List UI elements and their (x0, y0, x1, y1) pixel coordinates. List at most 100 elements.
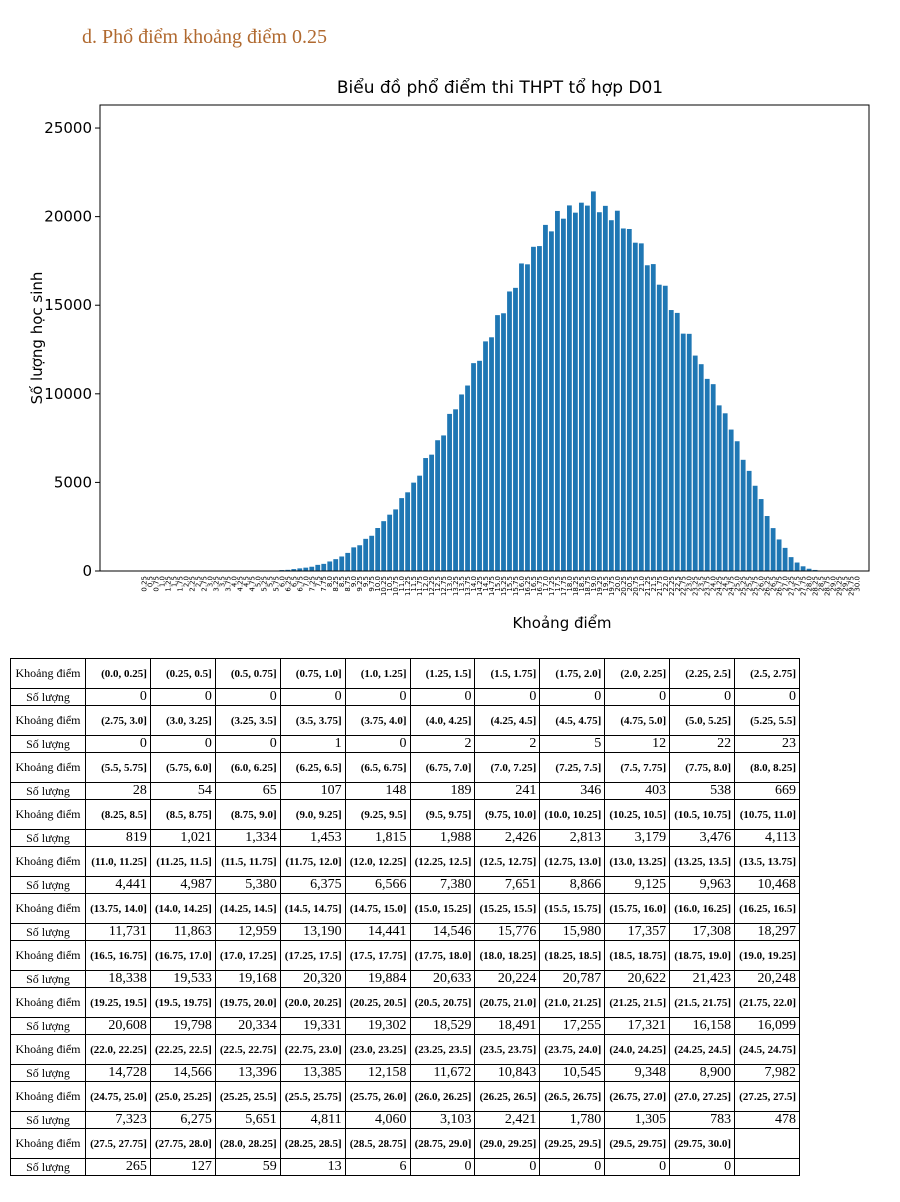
bar (357, 545, 363, 571)
count-cell: 783 (669, 1111, 736, 1129)
interval-cell: (12.75, 13.0] (539, 846, 606, 877)
bar (800, 566, 806, 571)
interval-cell: (27.25, 27.5] (734, 1081, 800, 1112)
interval-cell: (10.5, 10.75] (669, 799, 736, 830)
x-tick-label: 19.5 (602, 576, 610, 592)
x-tick-label: 17.25 (548, 576, 556, 596)
x-tick-label: 21.25 (644, 576, 652, 596)
interval-cell: (24.0, 24.25] (604, 1034, 671, 1065)
count-cell: 6 (344, 1158, 411, 1176)
plot-frame (99, 104, 870, 572)
x-tick-label: 17.75 (560, 576, 568, 596)
interval-cell: (22.25, 22.5] (149, 1034, 216, 1065)
row-header: Khoảng điểm (10, 799, 86, 830)
x-tick-label: 5.0 (254, 576, 262, 587)
bar (447, 413, 452, 571)
count-cell: 0 (604, 688, 671, 706)
row-header: Khoảng điểm (10, 1081, 86, 1112)
x-tick-label: 8.75 (344, 576, 352, 592)
count-cell: 2 (409, 735, 476, 753)
bar (596, 212, 602, 571)
interval-cell: (10.75, 11.0] (734, 799, 800, 830)
bar (351, 547, 357, 571)
count-cell: 1,334 (214, 829, 281, 847)
bar (698, 364, 704, 571)
x-tick-label: 25.0 (734, 576, 742, 592)
interval-cell: (23.5, 23.75] (474, 1034, 541, 1065)
count-cell: 2,421 (474, 1111, 541, 1129)
interval-cell: (5.0, 5.25] (669, 705, 736, 736)
x-tick-label: 21.5 (650, 576, 658, 592)
count-cell: 17,357 (604, 923, 671, 941)
x-tick-label: 7.0 (302, 576, 310, 587)
interval-cell: (14.0, 14.25] (149, 893, 216, 924)
interval-cell: (14.5, 14.75] (279, 893, 346, 924)
interval-cell: (9.5, 9.75] (409, 799, 476, 830)
x-tick-label: 12.75 (440, 576, 448, 596)
bar (806, 568, 812, 571)
count-row: Số lượng 14,728 14,566 13,396 13,385 12,158 11… (10, 1064, 800, 1082)
interval-cell: (14.25, 14.5] (214, 893, 281, 924)
x-tick-label: 4.5 (242, 576, 250, 587)
x-tick-label: 0.75 (152, 576, 160, 592)
interval-cell: (21.5, 21.75] (669, 987, 736, 1018)
x-tick-label: 23.25 (692, 576, 700, 596)
interval-cell: (20.0, 20.25] (279, 987, 346, 1018)
interval-cell: (20.25, 20.5] (344, 987, 411, 1018)
bar (782, 547, 788, 571)
count-cell: 0 (85, 688, 151, 706)
interval-cell: (11.0, 11.25] (85, 846, 151, 877)
count-cell: 10,468 (734, 876, 800, 894)
x-tick-label: 10.5 (386, 576, 394, 592)
row-header: Số lượng (10, 1017, 86, 1035)
bar (399, 498, 405, 571)
interval-cell: (19.25, 19.5] (85, 987, 151, 1018)
interval-cell: (6.0, 6.25] (214, 752, 281, 783)
bar (321, 563, 327, 571)
score-table: Khoảng điểm (0.0, 0.25] (0.25, 0.5] (0.5, 0… (10, 658, 800, 1176)
interval-cell: (1.5, 1.75] (474, 658, 541, 689)
bar (423, 458, 429, 571)
count-cell: 4,811 (279, 1111, 346, 1129)
x-tick-label: 23.0 (686, 576, 694, 592)
count-cell: 3,179 (604, 829, 671, 847)
x-tick-label: 2.5 (194, 576, 202, 587)
bar (441, 435, 446, 571)
x-tick-label: 20.5 (626, 576, 634, 592)
count-cell: 18,297 (734, 923, 800, 941)
x-tick-label: 8.5 (338, 576, 346, 587)
bar (626, 228, 632, 571)
count-cell: 0 (539, 1158, 606, 1176)
interval-cell: (24.5, 24.75] (734, 1034, 800, 1065)
bar (638, 243, 644, 571)
count-cell: 18,491 (474, 1017, 541, 1035)
x-tick-label: 7.5 (314, 576, 322, 587)
count-cell: 0 (214, 688, 281, 706)
x-tick-label: 1.5 (170, 576, 178, 587)
count-cell: 20,248 (734, 970, 800, 988)
x-tick-label: 24.75 (728, 576, 736, 596)
interval-cell: (23.25, 23.5] (409, 1034, 476, 1065)
x-tick-label: 19.0 (590, 576, 598, 592)
interval-cell: (4.5, 4.75] (539, 705, 606, 736)
interval-cell: (11.75, 12.0] (279, 846, 346, 877)
x-tick-label: 29.75 (848, 576, 856, 596)
count-cell: 22 (669, 735, 736, 753)
count-cell: 19,331 (279, 1017, 346, 1035)
interval-cell: (4.75, 5.0] (604, 705, 671, 736)
interval-cell: (9.0, 9.25] (279, 799, 346, 830)
interval-cell: (22.0, 22.25] (85, 1034, 151, 1065)
count-cell: 6,275 (149, 1111, 216, 1129)
x-tick-label: 5.5 (266, 576, 274, 587)
count-cell: 12 (604, 735, 671, 753)
x-tick-label: 27.5 (794, 576, 802, 592)
interval-cell: (12.5, 12.75] (474, 846, 541, 877)
count-cell: 17,308 (669, 923, 736, 941)
interval-cell: (22.75, 23.0] (279, 1034, 346, 1065)
interval-cell: (25.5, 25.75] (279, 1081, 346, 1112)
count-cell: 478 (734, 1111, 800, 1129)
interval-row: Khoảng điểm (19.25, 19.5] (19.5, 19.75] (19… (10, 987, 800, 1018)
row-header: Khoảng điểm (10, 705, 86, 736)
count-cell: 16,099 (734, 1017, 800, 1035)
